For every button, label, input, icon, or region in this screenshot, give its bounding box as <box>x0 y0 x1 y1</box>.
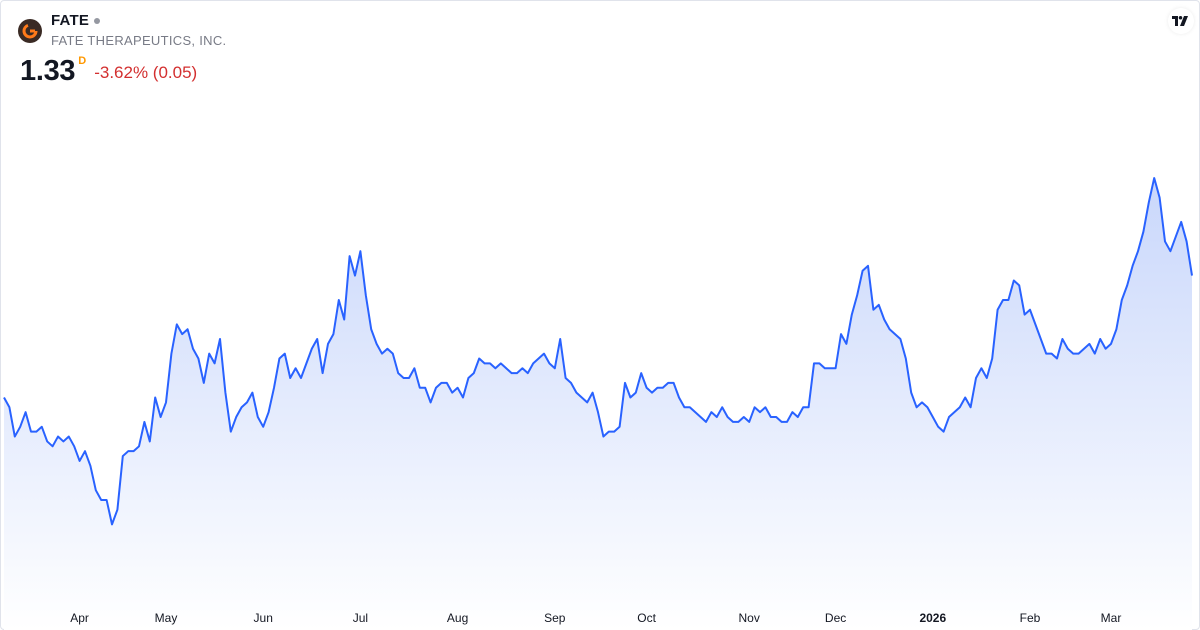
x-axis-tick-label: Sep <box>544 611 566 625</box>
x-axis-tick-label: 2026 <box>919 611 946 625</box>
market-status-dot <box>94 17 101 24</box>
price-change: -3.62% (0.05) <box>94 63 198 82</box>
last-price: 1.33 <box>20 55 76 87</box>
x-axis-tick-label: Jun <box>254 611 273 625</box>
company-name: FATE THERAPEUTICS, INC. <box>51 33 227 48</box>
interval-badge: D <box>78 55 87 67</box>
price-line[interactable] <box>3 177 1193 526</box>
x-axis-tick-label: Aug <box>447 611 468 625</box>
x-axis-tick-label: Jul <box>353 611 368 625</box>
ticker-symbol[interactable]: FATE <box>51 12 90 29</box>
tradingview-logo-icon[interactable] <box>1168 8 1194 34</box>
x-axis-tick-label: Oct <box>637 611 656 625</box>
x-axis-tick-label: Apr <box>70 611 89 625</box>
ticker-row: FATE <box>51 12 101 29</box>
x-axis-tick-label: Nov <box>739 611 760 625</box>
price-row: 1.33 D -3.62% (0.05) <box>20 55 197 87</box>
x-axis-tick-label: Dec <box>825 611 846 625</box>
price-area-fill <box>4 178 1192 630</box>
x-axis-tick-label: Mar <box>1101 611 1122 625</box>
x-axis-tick-label: Feb <box>1020 611 1041 625</box>
x-axis-tick-label: May <box>155 611 178 625</box>
fate-logo-icon[interactable] <box>18 19 42 43</box>
